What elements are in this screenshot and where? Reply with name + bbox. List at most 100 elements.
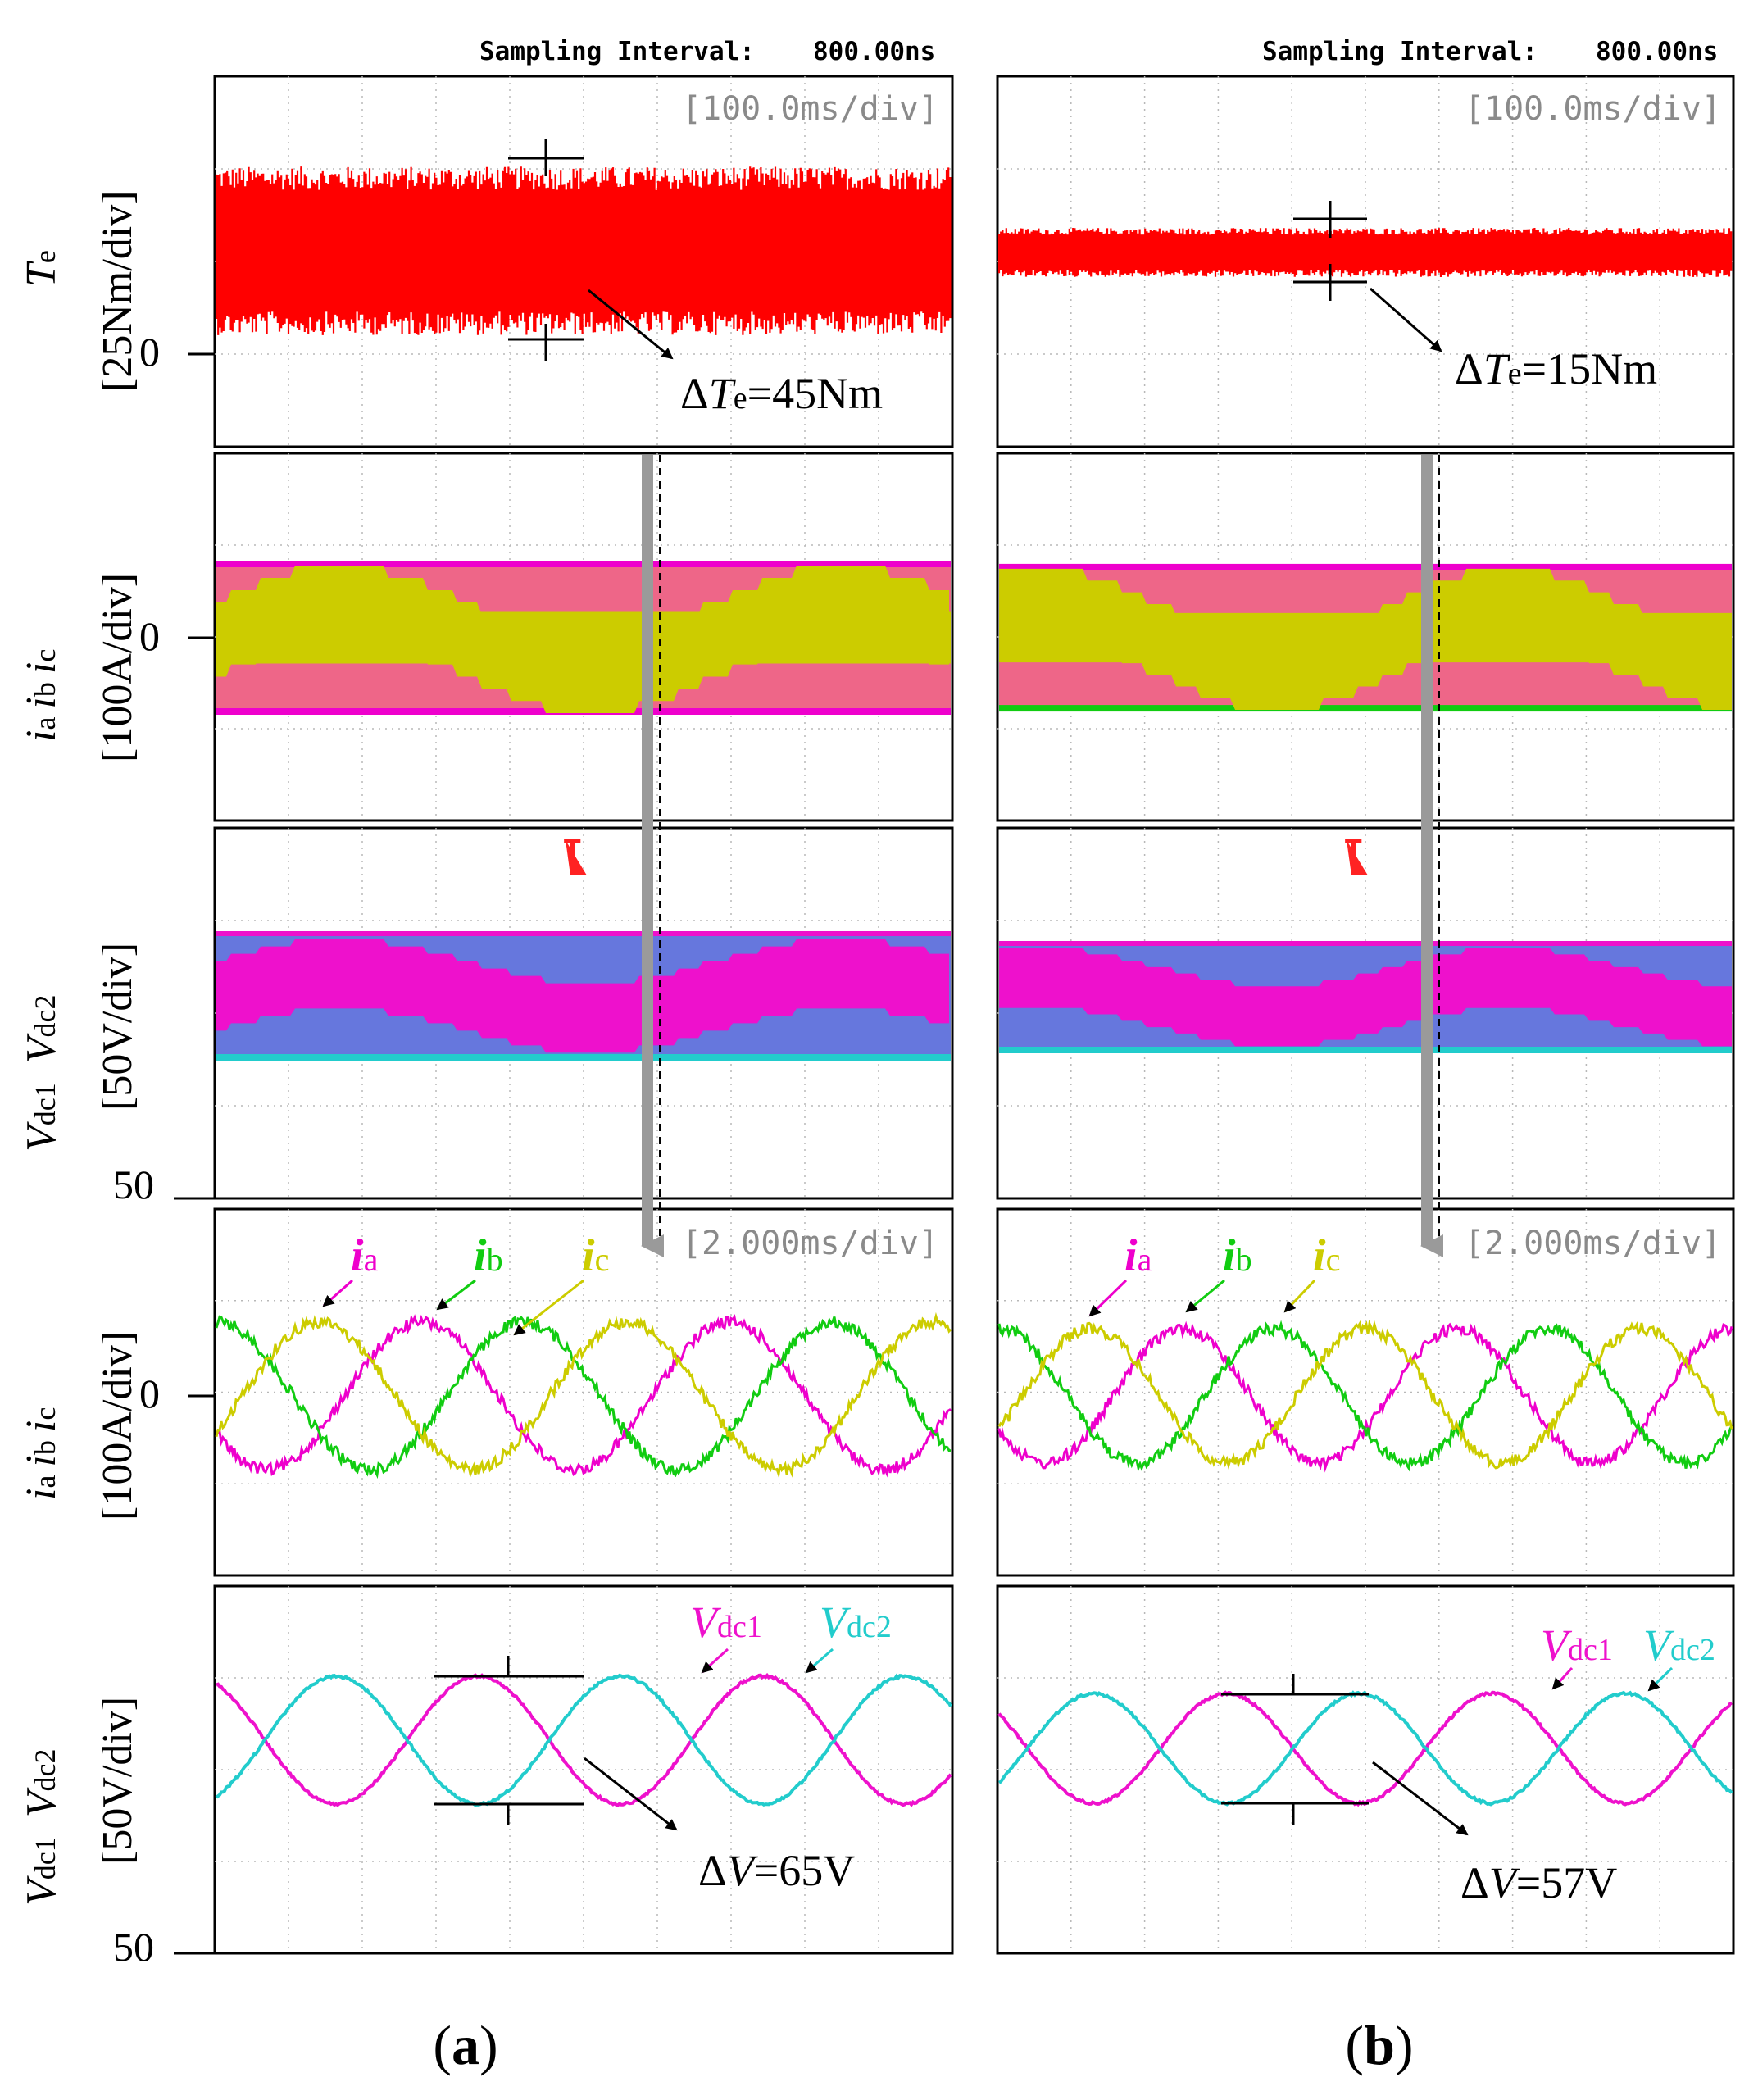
voltage-ripple-sym-b: V: [1489, 1858, 1521, 1907]
sampling-interval-value-b: 800.00ns: [1596, 37, 1718, 66]
trace-label-ib-a-sym: i: [474, 1230, 487, 1281]
ylabel-ib-sub-fast: b: [29, 1440, 61, 1455]
ylabel-currents-slow-symbols: iaibic: [18, 649, 65, 742]
trace-label-vdc1-b-sym: V: [1541, 1620, 1573, 1670]
torque-ripple-annotation-b: ΔTe=15Nm: [1293, 201, 1657, 393]
ylabel-currents-slow: iaibic [100A/div] 0: [18, 573, 160, 762]
ylabel-vdc1-sym-fast: V: [18, 1875, 65, 1906]
ylabel-ib-sym: i: [18, 697, 65, 708]
ylabel-currents-fast: iaibic [100A/div] 0: [18, 1331, 160, 1520]
ylabel-vdc1-sub-fast: dc1: [29, 1837, 61, 1880]
current-trace-labels-a: i a ib ic: [322, 1230, 609, 1336]
trace-ic-fast: [215, 1311, 952, 1479]
trace-pointer-ib-a: [436, 1279, 476, 1311]
torque-ripple-delta-a: Δ: [680, 369, 709, 418]
sampling-interval-label-b: Sampling Interval:: [1262, 37, 1538, 66]
trace-label-vdc1-b-sub: dc1: [1568, 1633, 1613, 1667]
ylabel-voltages-fast: Vdc1Vdc2 [50V/div] 50: [18, 1697, 154, 1970]
trace-label-vdc2-b: Vdc2: [1643, 1620, 1715, 1670]
sampling-interval-label-a: Sampling Interval:: [479, 37, 755, 66]
caption-b: (b): [1345, 2014, 1413, 2076]
trace-vdc1-edge: [999, 941, 1732, 946]
trace-label-vdc2-a: Vdc2: [820, 1598, 892, 1647]
sampling-interval-value-a: 800.00ns: [813, 37, 935, 66]
timebase-fast-a: [2.000ms/div]: [682, 1225, 938, 1262]
panel-a-currents-slow: [213, 452, 954, 822]
voltage-ripple-annotation-a: ΔV=65V: [434, 1656, 855, 1895]
trace-pointer-ic-a: [513, 1279, 584, 1336]
ylabel-torque-symbol: Te: [18, 250, 65, 287]
ylabel-torque: Te [25Nm/div] 0: [18, 190, 160, 392]
torque-ripple-label-b: ΔTe=15Nm: [1455, 344, 1657, 393]
ylabel-vdc2-sym: V: [18, 1033, 65, 1063]
panel-b-currents-slow: [996, 452, 1735, 822]
trace-torque-band: [216, 189, 951, 312]
timebase-fast-b: [2.000ms/div]: [1465, 1225, 1721, 1262]
trace-label-ic-b-sub: c: [1326, 1241, 1341, 1278]
trace-label-vdc2-b-sym: V: [1643, 1620, 1675, 1670]
voltages-slow-bottom-label: 50: [113, 1161, 154, 1207]
trace-label-ia-a-sub: a: [364, 1241, 379, 1278]
ylabel-ic-sym-fast: i: [18, 1420, 65, 1432]
trace-pointer-vdc1-b: [1551, 1666, 1574, 1690]
trace-label-ic-a: ic: [582, 1230, 609, 1281]
trace-currents-top-edge: [216, 561, 951, 567]
trace-ic-fast: [997, 1319, 1733, 1470]
trigger-marker-b: T: [1345, 835, 1368, 875]
trace-vdc1-band: [216, 939, 949, 1053]
trace-vdc1-edge: [216, 931, 951, 936]
torque-ripple-value-a: =45Nm: [747, 369, 883, 418]
ylabel-ic-sub-fast: c: [29, 1407, 61, 1420]
trace-label-ic-b-sym: i: [1313, 1230, 1326, 1281]
trigger-arrow-b: [1347, 840, 1368, 875]
trace-ic-core: [216, 611, 951, 664]
torque-ripple-sub-b: e: [1508, 357, 1522, 391]
caption-a-open: (: [433, 2014, 452, 2076]
trace-ib-fast: [215, 1315, 952, 1480]
grid-b-currents-fast: [997, 1209, 1733, 1575]
trace-label-vdc1-a: Vdc1: [690, 1598, 762, 1647]
ylabel-ib-sym-fast: i: [18, 1455, 65, 1466]
ylabel-voltages-slow: Vdc1Vdc2 [50V/div] 50: [18, 943, 154, 1207]
trace-pointer-vdc1-a: [701, 1648, 729, 1674]
trace-label-ic-a-sub: c: [595, 1241, 610, 1278]
voltage-ripple-pointer-b: [1372, 1761, 1469, 1836]
trace-label-ib-b-sym: i: [1223, 1230, 1236, 1281]
trace-label-ib-b-sub: b: [1236, 1241, 1252, 1278]
trace-pointer-ib-b: [1185, 1279, 1225, 1313]
trigger-arrow-a: [566, 840, 587, 875]
voltage-ripple-delta-a: Δ: [698, 1846, 727, 1895]
ylabel-voltages-slow-symbols: Vdc1Vdc2: [18, 995, 65, 1152]
ylabel-voltages-fast-symbols: Vdc1Vdc2: [18, 1749, 65, 1907]
voltage-trace-labels-b: Vdc1 Vdc2: [1541, 1620, 1715, 1692]
torque-ripple-value-b: =15Nm: [1522, 344, 1657, 393]
trace-vdc2-edge: [216, 1054, 951, 1061]
trace-label-ia-b-sym: i: [1124, 1230, 1138, 1281]
voltage-ripple-annotation-b: ΔV=57V: [1221, 1674, 1617, 1907]
ylabel-torque-unit: [25Nm/div]: [94, 190, 141, 392]
trace-label-ib-a: ib: [474, 1230, 503, 1281]
ylabel-currents-slow-unit: [100A/div]: [94, 573, 141, 762]
trace-vdc1-fast: [216, 1672, 952, 1807]
trace-label-ic-b: ic: [1313, 1230, 1340, 1281]
torque-ripple-pointer-a: [588, 289, 674, 360]
trace-ic-core: [999, 612, 1732, 663]
ylabel-vdc1-sub: dc1: [29, 1083, 61, 1125]
zoom-indicator-a: [641, 455, 664, 1257]
caption-a: (a): [433, 2014, 497, 2076]
ylabel-vdc1-sym: V: [18, 1121, 65, 1152]
voltage-ripple-sym-a: V: [727, 1846, 759, 1895]
trace-ia-fast: [216, 1314, 952, 1478]
trace-vdc1-band: [999, 948, 1732, 1047]
ylabel-voltages-fast-unit: [50V/div]: [94, 1697, 141, 1865]
panels: [174, 75, 1735, 1955]
panel-a-torque: [213, 75, 954, 448]
torque-ripple-pointer-b: [1370, 287, 1442, 352]
trace-vdc2-fast: [215, 1673, 952, 1807]
timebase-slow-a: [100.0ms/div]: [682, 90, 938, 128]
trace-pointer-ia-a: [322, 1279, 353, 1307]
trigger-label-a: T: [564, 835, 581, 864]
ylabel-ia-sub-fast: a: [29, 1475, 61, 1489]
voltage-ripple-delta-b: Δ: [1460, 1858, 1489, 1907]
